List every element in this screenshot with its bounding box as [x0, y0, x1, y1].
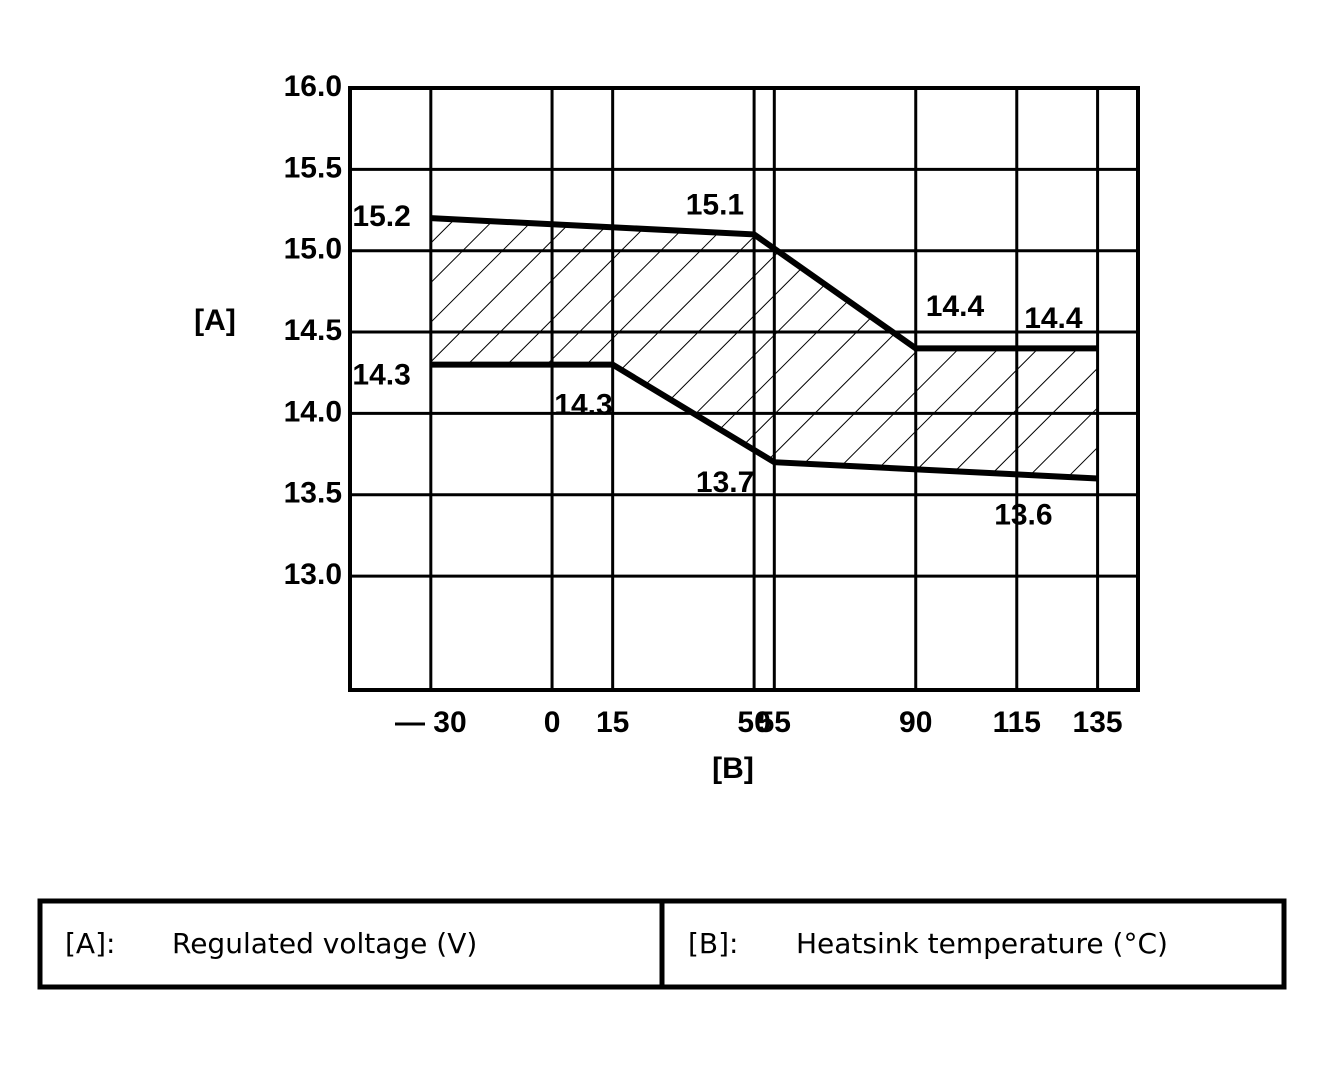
series-line	[430, 361, 1098, 482]
data-label: 13.7	[696, 466, 754, 499]
hatched-band	[430, 218, 1098, 479]
data-label: 14.4	[926, 290, 985, 323]
data-label: 15.2	[352, 200, 410, 233]
series-line	[430, 215, 1098, 352]
data-label: 14.3	[554, 389, 612, 422]
key-symbol: [A]:	[65, 927, 115, 960]
plot-frame	[348, 86, 1140, 692]
x-tick-label: 55	[758, 706, 791, 739]
x-tick-label: 50	[737, 706, 770, 739]
y-tick-label: 13.5	[284, 477, 342, 510]
data-label: 14.3	[352, 359, 410, 392]
y-tick-label: 15.5	[284, 151, 342, 184]
key-text: Heatsink temperature (°C)	[796, 927, 1168, 960]
x-tick-label: 0	[544, 706, 561, 739]
y-tick-label: 14.0	[284, 395, 342, 428]
y-tick-label: 16.0	[284, 70, 342, 103]
x-tick-label: 115	[993, 706, 1041, 739]
x-axis-label: [B]	[712, 752, 754, 785]
y-tick-label: 14.5	[284, 314, 342, 347]
x-tick-label: 90	[899, 706, 932, 739]
y-axis-label: [A]	[194, 304, 236, 337]
key: [A]: Regulated voltage (V) [B]: Heatsink…	[37, 898, 1287, 990]
key-text: Regulated voltage (V)	[172, 927, 477, 960]
x-tick-label: 15	[596, 706, 629, 739]
x-tick-label: — 30	[395, 706, 467, 739]
data-label: 13.6	[994, 498, 1052, 531]
y-tick-label: 15.0	[284, 233, 342, 266]
key-symbol: [B]:	[688, 927, 739, 960]
x-tick-label: 135	[1073, 706, 1123, 739]
data-label: 14.4	[1024, 302, 1083, 335]
y-tick-label: 13.0	[284, 558, 342, 591]
data-label: 15.1	[686, 188, 744, 221]
